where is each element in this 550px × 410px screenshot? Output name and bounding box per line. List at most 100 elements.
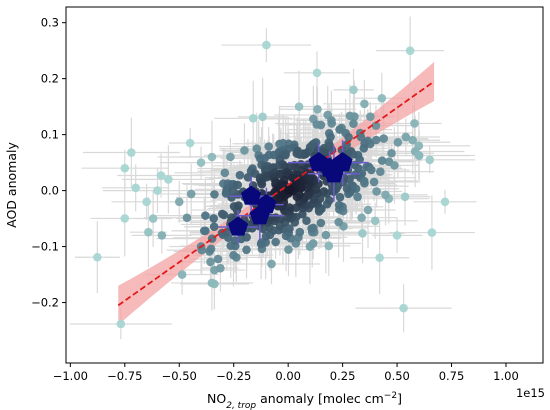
scatter-point: [367, 165, 376, 175]
scatter-point: [267, 259, 276, 269]
scatter-point: [206, 244, 216, 254]
y-axis-ticks: −0.2 −0.1 0.0 0.1 0.2 0.3: [31, 16, 66, 310]
scatter-point: [258, 112, 267, 122]
scatter-point: [240, 146, 249, 155]
scatter-point: [324, 195, 334, 205]
scatter-point: [321, 230, 331, 240]
scatter-point: [366, 112, 375, 122]
scatter-point: [327, 119, 337, 128]
scatter-point: [242, 245, 251, 255]
scatter-point: [271, 237, 280, 247]
scatter-point: [427, 228, 437, 237]
scatter-point: [410, 119, 419, 128]
scatter-point: [229, 250, 238, 260]
scatter-point: [369, 177, 379, 187]
scatter-point: [242, 232, 251, 242]
y-tick-label: 0.3: [41, 16, 59, 30]
fit-line: [117, 80, 435, 307]
scatter-point: [334, 217, 344, 227]
scatter-point: [222, 186, 231, 195]
x-tick-label: 1.00: [493, 369, 519, 383]
scatter-point: [252, 144, 262, 153]
scatter-point: [319, 187, 329, 196]
scatter-point: [357, 213, 366, 222]
y-tick-label: 0.0: [41, 184, 59, 198]
scatter-point: [313, 104, 322, 114]
scatter-point: [295, 227, 305, 237]
scatter-point: [261, 238, 270, 247]
scatter-point: [186, 189, 196, 199]
scatter-point: [264, 142, 273, 151]
scatter-point: [182, 213, 192, 223]
scatter-point: [219, 210, 229, 220]
scatter-point: [196, 158, 206, 167]
scatter-point: [401, 132, 411, 142]
scatter-point: [381, 190, 390, 200]
scatter-point: [142, 197, 151, 207]
scatter-point: [156, 171, 166, 180]
scatter-point: [316, 218, 326, 228]
scatter-point: [400, 192, 410, 202]
x-axis-offset-label: 1e15: [516, 386, 545, 400]
scatter-point: [349, 119, 358, 128]
binned-point: [241, 185, 262, 205]
scatter-point: [425, 155, 435, 165]
plot-frame: [65, 6, 544, 364]
x-axis-ticks: −1.00 −0.75 −0.50 −0.25 0.00 0.25 0.50 0.75 1.00: [53, 363, 519, 383]
scatter-point: [243, 172, 253, 182]
scatter-point: [375, 253, 384, 263]
scatter-point: [370, 216, 380, 226]
y-axis-title: AOD anomaly: [4, 142, 19, 228]
x-tick-label: 0.50: [384, 369, 410, 383]
scatter-point: [235, 170, 245, 180]
scatter-point: [345, 111, 355, 121]
scatter-point: [308, 239, 318, 248]
scatter-point: [285, 203, 294, 212]
scatter-point: [358, 228, 367, 238]
scatter-point: [335, 192, 345, 202]
scatter-point: [216, 263, 225, 273]
scatter-point: [284, 245, 293, 254]
scatter-point: [234, 201, 243, 210]
scatter-point: [262, 40, 271, 50]
scatter-point: [312, 120, 322, 129]
scatter-point: [213, 254, 223, 264]
y-tick-label: 0.2: [41, 72, 59, 86]
scatter-point: [209, 214, 218, 223]
scatter-point: [120, 214, 130, 223]
y-tick-label: −0.1: [31, 240, 59, 254]
scatter-point: [377, 93, 387, 103]
scatter-point: [379, 134, 389, 143]
scatter-point: [312, 68, 322, 78]
scatter-point: [387, 148, 396, 158]
scatter-point: [157, 231, 167, 240]
scatter-point: [220, 168, 230, 178]
x-tick-label: 0.25: [330, 369, 356, 383]
scatter-point: [185, 138, 195, 148]
scatter-point: [324, 241, 334, 251]
scatter-point: [342, 184, 352, 193]
x-tick-label: −1.00: [53, 369, 88, 383]
scatter-point: [276, 214, 285, 224]
x-tick-label: 0.00: [275, 369, 301, 383]
scatter-point: [392, 231, 402, 240]
scatter-point: [127, 148, 136, 157]
scatter-point: [303, 183, 312, 193]
scatter-point: [334, 200, 344, 210]
scatter-point: [226, 152, 235, 162]
scatter-point: [390, 161, 399, 170]
binned-point: [323, 163, 344, 183]
scatter-point: [359, 144, 369, 153]
scatter-point: [207, 152, 217, 162]
scatter-point: [260, 154, 269, 163]
scatter-point: [356, 132, 366, 142]
scatter-point: [353, 192, 362, 202]
scatter-point: [344, 132, 353, 142]
scatter-point: [349, 85, 358, 95]
scatter-point: [153, 186, 162, 195]
binned-point: [256, 193, 277, 214]
scatter-point: [164, 175, 173, 184]
x-tick-label: 0.75: [439, 369, 465, 383]
scatter-point: [201, 226, 210, 236]
scatter-point: [440, 197, 450, 207]
